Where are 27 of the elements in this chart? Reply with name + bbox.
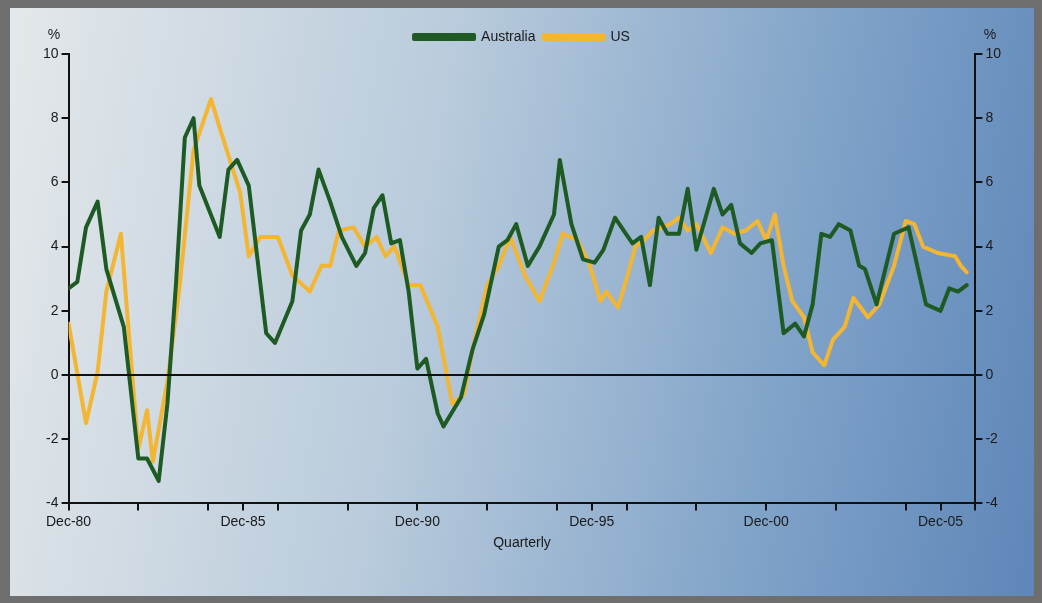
y2-tick-label: 8 — [985, 109, 994, 126]
legend-label: Australia — [481, 27, 536, 44]
y2-tick-label: -4 — [985, 494, 999, 511]
x-tick-label: Dec-95 — [569, 512, 615, 529]
legend-label: US — [610, 27, 630, 44]
y-tick-label: 4 — [50, 237, 59, 254]
x-tick-label: Dec-00 — [743, 512, 789, 529]
x-tick-label: Dec-05 — [917, 512, 964, 529]
y2-tick-label: 10 — [985, 44, 1002, 61]
y-tick-label: -4 — [46, 494, 59, 511]
y-tick-label: 10 — [42, 44, 59, 61]
y-tick-label: -2 — [46, 430, 59, 447]
x-tick-label: Dec-90 — [394, 512, 441, 529]
y2-tick-label: 2 — [985, 301, 994, 318]
y2-tick-label: 4 — [985, 237, 994, 254]
x-tick-label: Dec-85 — [220, 512, 266, 529]
y2-tick-label: 0 — [985, 365, 994, 382]
y-axis-title: % — [47, 25, 61, 42]
y2-tick-label: 6 — [985, 173, 994, 190]
x-axis-title: Quarterly — [493, 534, 551, 551]
x-tick-label: Dec-80 — [46, 512, 92, 529]
y-tick-label: 6 — [50, 173, 59, 190]
y2-tick-label: -2 — [985, 430, 999, 447]
y-tick-label: 0 — [50, 365, 59, 382]
y-tick-label: 8 — [50, 109, 59, 126]
y-tick-label: 2 — [50, 301, 59, 318]
y2-axis-title: % — [983, 25, 997, 42]
